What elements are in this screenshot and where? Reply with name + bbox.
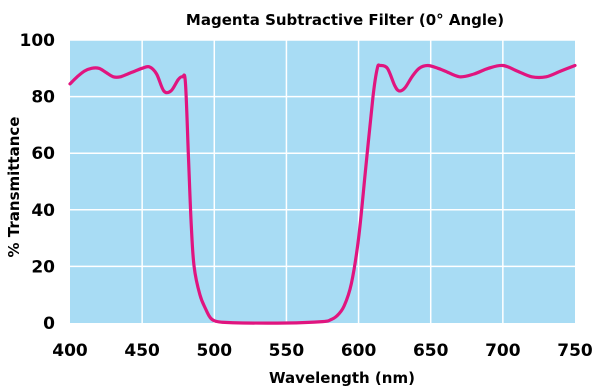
series-layer — [68, 63, 577, 325]
x-axis-label: Wavelength (nm) — [269, 369, 415, 387]
gridlines — [70, 39, 575, 323]
y-tick-label: 60 — [31, 144, 55, 164]
x-tick-label: 450 — [124, 341, 160, 361]
y-tick-label: 100 — [20, 31, 56, 51]
series-line — [68, 63, 577, 325]
y-axis-label: % Transmittance — [5, 117, 23, 258]
x-tick-label: 550 — [269, 341, 305, 361]
x-tick-label: 700 — [485, 341, 521, 361]
plot-area — [70, 40, 575, 323]
y-axis-ticks: 0 20 40 60 80 100 — [20, 31, 56, 334]
y-tick-label: 40 — [31, 201, 55, 221]
x-tick-label: 500 — [197, 341, 233, 361]
x-tick-label: 400 — [52, 341, 88, 361]
x-tick-label: 750 — [557, 341, 593, 361]
y-tick-label: 20 — [31, 257, 55, 277]
y-tick-label: 80 — [31, 88, 55, 108]
chart-title: Magenta Subtractive Filter (0° Angle) — [186, 11, 504, 29]
y-tick-label: 0 — [43, 314, 55, 334]
x-axis-ticks: 400 450 500 550 600 650 700 750 — [52, 341, 593, 361]
x-tick-label: 650 — [413, 341, 449, 361]
x-tick-label: 600 — [341, 341, 377, 361]
